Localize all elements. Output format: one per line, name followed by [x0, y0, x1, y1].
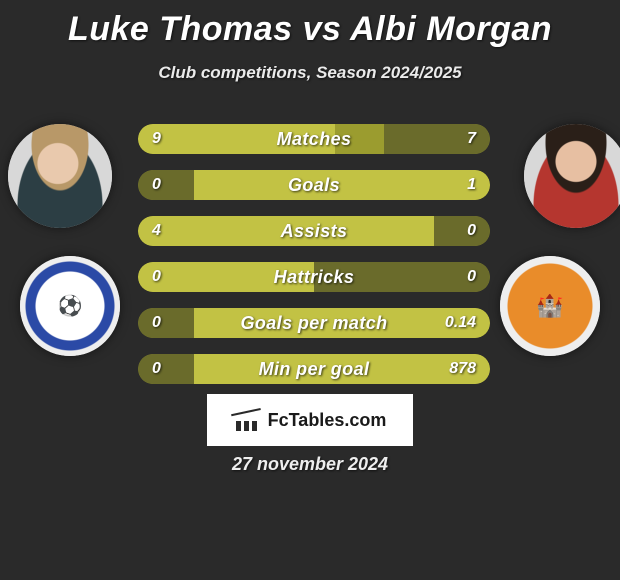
stat-label: Hattricks	[138, 262, 490, 292]
player2-avatar	[524, 124, 620, 228]
brand-badge: FcTables.com	[207, 394, 413, 446]
player1-club-badge	[20, 256, 120, 356]
date-text: 27 november 2024	[0, 454, 620, 475]
stat-label: Min per goal	[138, 354, 490, 384]
stat-label: Matches	[138, 124, 490, 154]
stat-row: 00Hattricks	[138, 262, 490, 292]
brand-text: FcTables.com	[268, 410, 387, 431]
stat-row: 97Matches	[138, 124, 490, 154]
chart-icon	[234, 409, 262, 431]
stat-row: 40Assists	[138, 216, 490, 246]
stat-row: 0878Min per goal	[138, 354, 490, 384]
stat-label: Goals	[138, 170, 490, 200]
stat-label: Assists	[138, 216, 490, 246]
player1-avatar	[8, 124, 112, 228]
stat-row: 00.14Goals per match	[138, 308, 490, 338]
stat-row: 01Goals	[138, 170, 490, 200]
stat-label: Goals per match	[138, 308, 490, 338]
stats-bars: 97Matches 01Goals 40Assists 00Hattricks 00.1…	[138, 124, 490, 400]
vs-text: vs	[303, 10, 342, 48]
subtitle: Club competitions, Season 2024/2025	[0, 63, 620, 83]
player2-club-badge	[500, 256, 600, 356]
page-title: Luke Thomas vs Albi Morgan	[0, 0, 620, 49]
player2-name: Albi Morgan	[350, 10, 552, 48]
player1-name: Luke Thomas	[68, 10, 293, 48]
